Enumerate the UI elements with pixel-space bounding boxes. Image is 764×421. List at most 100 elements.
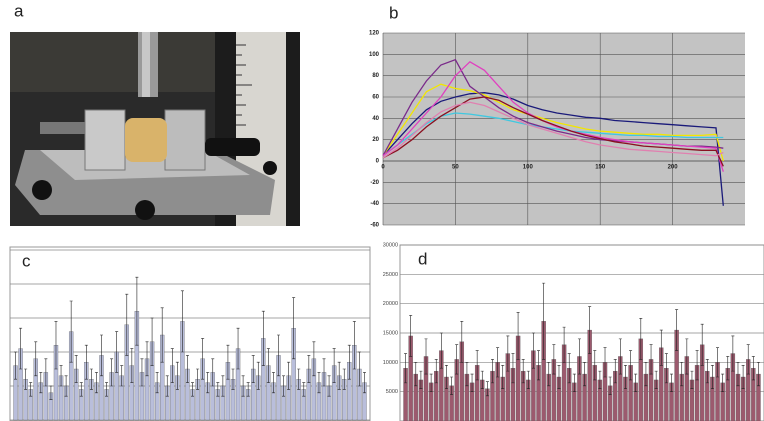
error-bar bbox=[475, 350, 479, 381]
data-line bbox=[382, 60, 724, 172]
error-bar bbox=[470, 373, 474, 392]
error-bar bbox=[74, 355, 78, 383]
error-bar bbox=[34, 341, 38, 377]
error-bar bbox=[557, 364, 561, 390]
error-bar bbox=[516, 312, 520, 360]
x-tick-label: 150 bbox=[595, 165, 606, 171]
error-bar bbox=[414, 362, 418, 387]
error-bar bbox=[282, 375, 286, 397]
error-bar bbox=[155, 372, 159, 394]
error-bar bbox=[357, 351, 361, 387]
error-bar bbox=[716, 347, 720, 378]
x-tick-label: 0 bbox=[381, 165, 385, 171]
error-bar bbox=[491, 359, 494, 384]
error-bar bbox=[79, 382, 83, 397]
error-bar bbox=[680, 362, 684, 387]
error-bar bbox=[531, 332, 535, 369]
error-bar bbox=[221, 375, 225, 397]
error-bar bbox=[496, 347, 500, 378]
error-bar bbox=[455, 344, 459, 375]
error-bar bbox=[59, 365, 63, 387]
error-bar bbox=[191, 382, 195, 397]
error-bar bbox=[44, 358, 48, 387]
error-bar bbox=[577, 338, 581, 375]
error-bar bbox=[261, 310, 265, 366]
error-bar bbox=[506, 335, 510, 372]
y-tick-label: 0 bbox=[376, 159, 380, 165]
error-bar bbox=[302, 382, 306, 397]
y-tick-label: 10000 bbox=[383, 360, 398, 366]
error-bar bbox=[327, 375, 331, 397]
y-tick-label: -60 bbox=[370, 223, 379, 229]
panel-label: a bbox=[14, 1, 24, 20]
error-bar bbox=[165, 375, 169, 397]
error-bar bbox=[583, 362, 587, 387]
error-bar bbox=[756, 362, 760, 387]
error-bar bbox=[297, 368, 301, 390]
y-tick-label: 15000 bbox=[383, 330, 398, 336]
error-bar bbox=[618, 338, 622, 375]
error-bar bbox=[511, 353, 515, 384]
error-bar bbox=[322, 358, 326, 387]
error-bar bbox=[444, 364, 448, 390]
error-bar bbox=[256, 361, 260, 390]
error-bar bbox=[337, 361, 341, 390]
error-bar bbox=[419, 370, 423, 390]
error-bar bbox=[485, 381, 489, 397]
error-bar bbox=[685, 338, 689, 375]
data-line bbox=[382, 96, 724, 167]
error-bar bbox=[439, 332, 443, 369]
error-bar bbox=[634, 373, 638, 392]
error-bar bbox=[312, 341, 316, 377]
error-bar bbox=[175, 361, 179, 390]
error-bar bbox=[54, 321, 58, 370]
x-tick-label: 200 bbox=[668, 165, 679, 171]
error-bar bbox=[216, 382, 220, 397]
y-tick-label: 25000 bbox=[383, 272, 398, 278]
error-bar bbox=[39, 372, 43, 394]
error-bar bbox=[649, 344, 653, 375]
error-bar bbox=[501, 364, 505, 390]
error-bar bbox=[271, 372, 275, 394]
error-bar bbox=[105, 382, 109, 397]
y-tick-label: 80 bbox=[372, 73, 379, 79]
y-tick-label: 100 bbox=[369, 52, 380, 58]
error-bar bbox=[598, 370, 602, 390]
error-bar bbox=[226, 344, 230, 380]
error-bar bbox=[664, 353, 668, 384]
error-bar bbox=[465, 362, 469, 387]
error-bar bbox=[170, 348, 174, 383]
error-bar bbox=[603, 347, 607, 378]
panel-label: c bbox=[22, 251, 31, 270]
error-bar bbox=[145, 341, 149, 377]
error-bar bbox=[644, 362, 648, 387]
error-bar bbox=[542, 282, 546, 360]
error-bar bbox=[277, 334, 280, 377]
error-bar bbox=[731, 335, 735, 372]
error-bar bbox=[404, 353, 408, 384]
error-bar bbox=[292, 297, 296, 360]
error-bar bbox=[736, 362, 740, 387]
photo bbox=[10, 32, 300, 226]
data-line bbox=[382, 101, 724, 159]
panel-label: b bbox=[389, 3, 398, 22]
error-bar bbox=[429, 373, 433, 392]
error-bar bbox=[241, 375, 245, 397]
error-bar bbox=[705, 359, 709, 384]
error-bar bbox=[206, 372, 210, 394]
error-bar bbox=[246, 382, 250, 397]
error-bar bbox=[29, 382, 33, 397]
error-bar bbox=[84, 344, 88, 380]
error-bar bbox=[69, 300, 73, 363]
error-bar bbox=[700, 323, 704, 366]
error-bar bbox=[120, 365, 124, 387]
error-bar bbox=[521, 359, 525, 384]
error-bar bbox=[130, 348, 134, 383]
y-tick-label: 60 bbox=[372, 95, 379, 101]
y-tick-label: -20 bbox=[370, 180, 379, 186]
error-bar bbox=[537, 350, 541, 381]
error-bar bbox=[307, 355, 311, 383]
error-bar bbox=[613, 359, 617, 384]
error-bar bbox=[110, 358, 114, 387]
